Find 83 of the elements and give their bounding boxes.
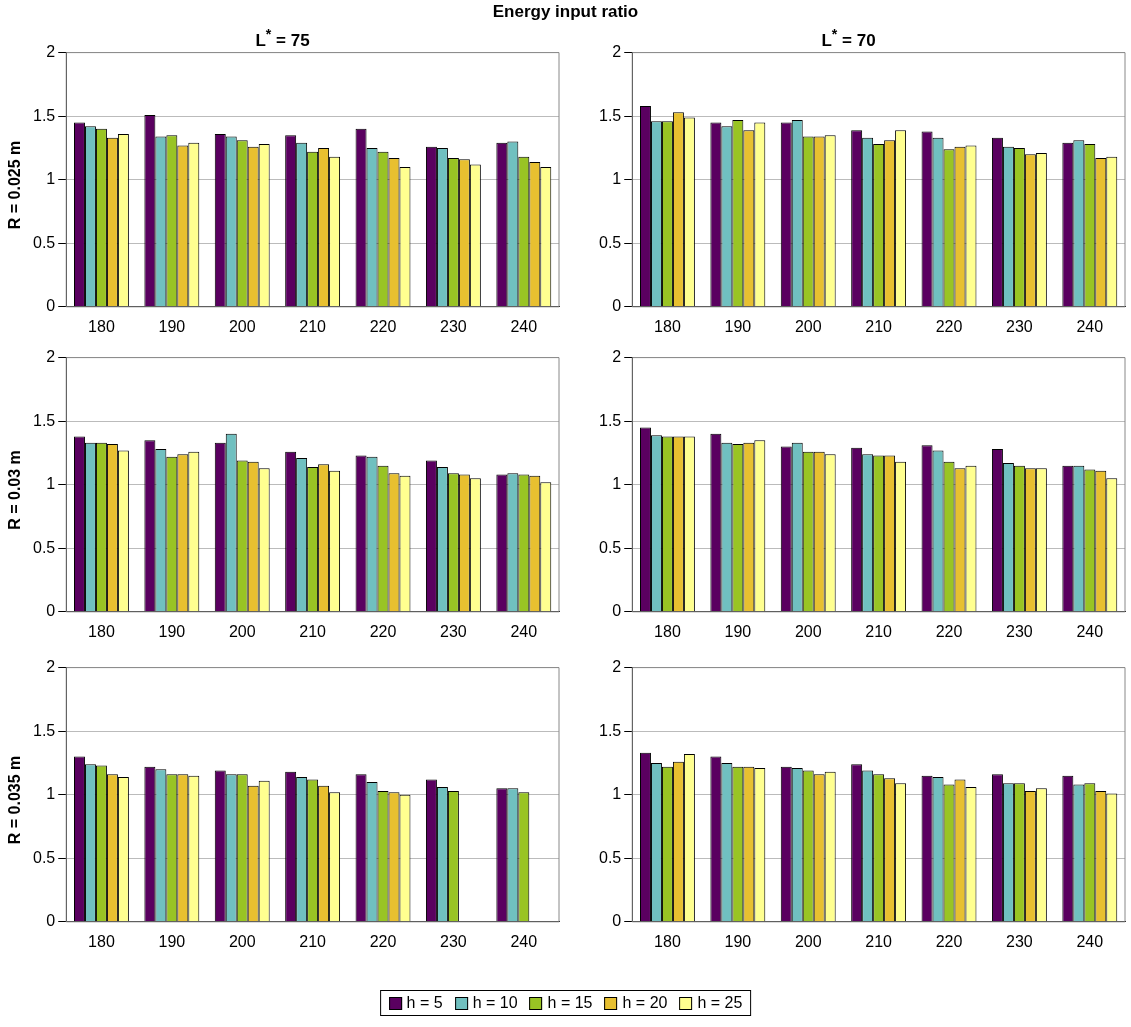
x-tick-label: 190 [724,317,752,335]
y-tick-label: 1.5 [32,721,56,739]
x-tick-label: 210 [299,932,327,950]
x-tick-label: 210 [299,622,327,640]
y-tick-label: 0.5 [598,233,622,251]
chart-subtitle: L$^{*}$ = 70 [821,26,876,50]
y-tick-label: 1.5 [32,411,56,429]
y-tick-label: 1 [46,170,56,188]
y-tick-label: 2 [46,43,56,61]
x-tick-label: 240 [1076,932,1104,950]
x-tick-label: 220 [935,932,963,950]
x-tick-label: 230 [440,317,467,335]
x-tick-label: 200 [794,932,822,950]
y-tick-label: 0.5 [598,848,622,866]
x-tick-label: 200 [228,317,256,335]
y-tick-label: 0 [46,297,56,315]
x-tick-label: 240 [1076,622,1104,640]
y-tick-label: 0.5 [32,848,56,866]
x-tick-label: 200 [794,622,822,640]
legend-label: h = 5 [406,994,443,1012]
x-tick-label: 180 [88,622,115,640]
y-tick-label: 0.5 [598,538,622,556]
x-tick-label: 190 [724,932,752,950]
y-axis-title: R = 0.025 m [6,140,24,230]
y-axis-title: R = 0.035 m [6,755,24,845]
chart-title: Energy input ratio [491,2,640,22]
x-tick-label: 210 [299,317,327,335]
y-tick-label: 2 [46,658,56,676]
x-tick-label: 190 [158,932,186,950]
y-tick-label: 1 [612,785,622,803]
x-tick-label: 190 [724,622,752,640]
x-tick-label: 240 [510,932,538,950]
y-tick-label: 0 [612,912,622,930]
legend-label: h = 25 [697,994,743,1012]
x-tick-label: 220 [369,932,397,950]
y-tick-label: 1.5 [32,106,56,124]
x-tick-label: 230 [1006,932,1033,950]
x-tick-label: 190 [158,622,186,640]
x-tick-label: 220 [935,622,963,640]
x-tick-label: 180 [654,932,681,950]
legend-label: h = 20 [622,994,668,1012]
x-tick-label: 180 [88,932,115,950]
y-tick-label: 0 [46,912,56,930]
x-tick-label: 230 [1006,622,1033,640]
x-tick-label: 190 [158,317,186,335]
y-tick-label: 0.5 [32,538,56,556]
y-axis-title: R = 0.03 m [6,450,24,530]
legend-label: h = 10 [472,994,518,1012]
x-tick-label: 180 [654,622,681,640]
x-tick-label: 240 [510,317,538,335]
x-tick-label: 200 [794,317,822,335]
y-tick-label: 1 [612,475,622,493]
x-tick-label: 180 [654,317,681,335]
y-tick-label: 0.5 [32,233,56,251]
x-tick-label: 240 [1076,317,1104,335]
x-tick-label: 200 [228,622,256,640]
x-tick-label: 180 [88,317,115,335]
y-tick-label: 2 [612,658,622,676]
y-tick-label: 0 [612,602,622,620]
y-tick-label: 1 [46,785,56,803]
y-tick-label: 1.5 [598,106,622,124]
x-tick-label: 210 [865,317,893,335]
x-tick-label: 240 [510,622,538,640]
y-tick-label: 1.5 [598,411,622,429]
x-tick-label: 230 [440,932,467,950]
y-tick-label: 0 [46,602,56,620]
y-tick-label: 1 [612,170,622,188]
x-tick-label: 230 [440,622,467,640]
y-tick-label: 2 [612,43,622,61]
legend-label: h = 15 [547,994,593,1012]
x-tick-label: 210 [865,932,893,950]
y-tick-label: 1.5 [598,721,622,739]
y-tick-label: 1 [46,475,56,493]
x-tick-label: 220 [369,317,397,335]
x-tick-label: 230 [1006,317,1033,335]
x-tick-label: 220 [935,317,963,335]
y-tick-label: 2 [46,348,56,366]
x-tick-label: 220 [369,622,397,640]
y-tick-label: 0 [612,297,622,315]
y-tick-label: 2 [612,348,622,366]
x-tick-label: 200 [228,932,256,950]
x-tick-label: 210 [865,622,893,640]
chart-subtitle: L$^{*}$ = 75 [255,26,310,50]
